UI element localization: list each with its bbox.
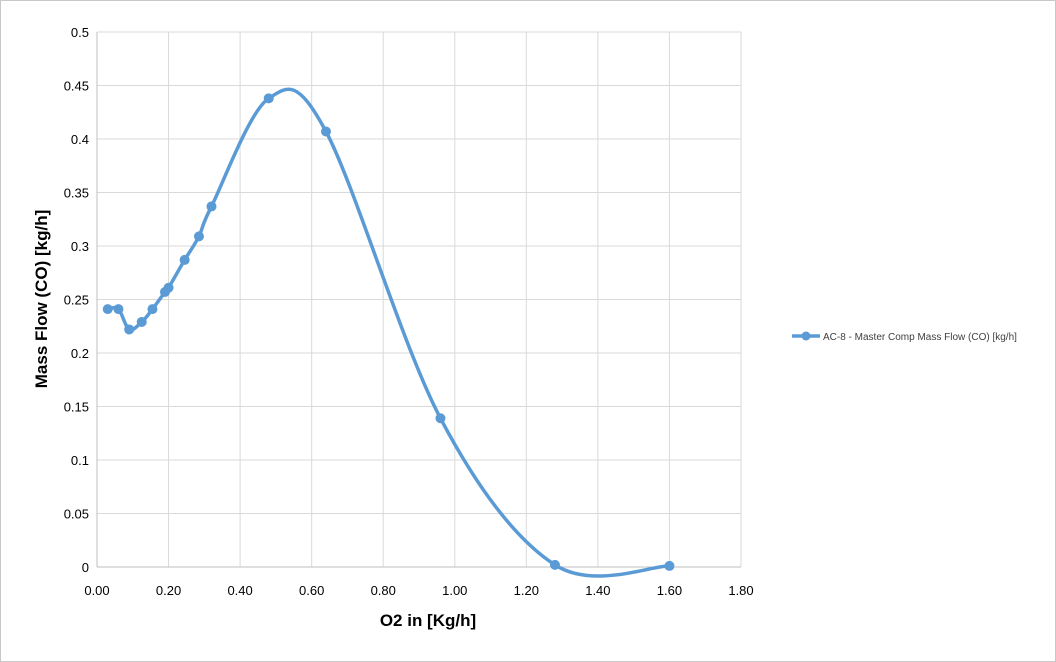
y-tick-label: 0.35 <box>64 186 89 201</box>
data-point <box>179 254 190 265</box>
series-line <box>105 87 672 578</box>
data-point <box>549 559 560 570</box>
x-tick-label: 1.60 <box>657 583 682 598</box>
data-points <box>102 93 675 571</box>
y-tick-labels: 0 0.05 0.1 0.15 0.2 0.25 0.3 0.35 0.4 0.45 0.5 <box>64 25 89 575</box>
y-tick-label: 0.1 <box>71 453 89 468</box>
y-tick-label: 0.3 <box>71 239 89 254</box>
data-point <box>206 201 217 212</box>
data-point <box>102 304 113 315</box>
y-tick-label: 0.15 <box>64 400 89 415</box>
y-tick-label: 0 <box>82 560 89 575</box>
x-tick-label: 1.00 <box>442 583 467 598</box>
axes <box>96 32 741 568</box>
x-tick-label: 0.40 <box>227 583 252 598</box>
legend-point-marker <box>801 331 811 341</box>
x-tick-label: 0.60 <box>299 583 324 598</box>
x-tick-labels: 0.00 0.20 0.40 0.60 0.80 1.00 1.20 1.40 1.60 1.80 <box>84 583 753 598</box>
data-point <box>113 304 124 315</box>
y-tick-label: 0.2 <box>71 346 89 361</box>
x-axis-title: O2 in [Kg/h] <box>380 611 476 630</box>
gridlines <box>97 31 742 567</box>
data-point <box>124 324 135 335</box>
x-tick-label: 1.40 <box>585 583 610 598</box>
x-tick-label: 0.20 <box>156 583 181 598</box>
x-tick-label: 1.20 <box>514 583 539 598</box>
data-point <box>147 304 158 315</box>
data-point <box>435 413 446 424</box>
x-tick-label: 0.80 <box>371 583 396 598</box>
legend: AC-8 - Master Comp Mass Flow (CO) [kg/h] <box>792 331 1017 343</box>
y-tick-label: 0.05 <box>64 507 89 522</box>
x-tick-label: 0.00 <box>84 583 109 598</box>
y-tick-label: 0.5 <box>71 25 89 40</box>
y-tick-label: 0.25 <box>64 293 89 308</box>
data-point <box>320 126 331 137</box>
data-point <box>136 316 147 327</box>
data-point <box>193 231 204 242</box>
data-point <box>163 282 174 293</box>
data-point <box>263 93 274 104</box>
y-axis-title: Mass Flow (CO) [kg/h] <box>32 210 51 389</box>
x-tick-label: 1.80 <box>728 583 753 598</box>
legend-label: AC-8 - Master Comp Mass Flow (CO) [kg/h] <box>823 332 1017 343</box>
y-tick-label: 0.45 <box>64 79 89 94</box>
y-tick-label: 0.4 <box>71 132 89 147</box>
data-point <box>664 560 675 571</box>
